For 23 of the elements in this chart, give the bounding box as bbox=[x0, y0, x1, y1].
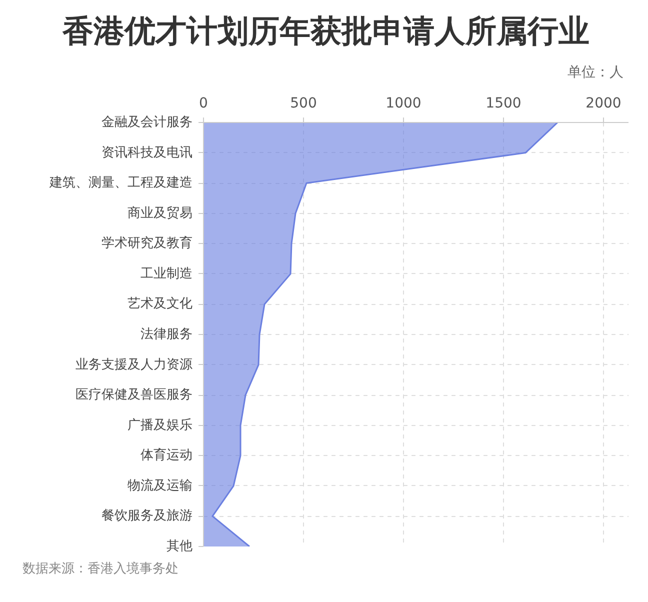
x-tick-label: 0 bbox=[199, 96, 208, 112]
y-tick-label: 工业制造 bbox=[140, 266, 192, 282]
y-tick-label: 其他 bbox=[166, 539, 192, 554]
y-tick-label: 金融及会计服务 bbox=[102, 115, 192, 130]
y-tick-label: 广播及娱乐 bbox=[128, 418, 192, 433]
y-tick-label: 物流及运输 bbox=[128, 477, 192, 494]
y-tick-label: 商业及贸易 bbox=[128, 206, 192, 221]
y-tick-label: 学术研究及教育 bbox=[102, 235, 192, 252]
x-tick-label: 2000 bbox=[586, 96, 622, 112]
y-tick-label: 医疗保健及兽医服务 bbox=[76, 388, 192, 403]
y-tick-label: 餐饮服务及旅游 bbox=[102, 508, 192, 524]
source-note: 数据来源：香港入境事务处 bbox=[22, 560, 178, 576]
y-tick-label: 资讯科技及电讯 bbox=[102, 145, 192, 160]
chart-title: 香港优才计划历年获批申请人所属行业 bbox=[62, 14, 590, 50]
x-axis-title: 单位：人 bbox=[568, 64, 624, 80]
x-tick-label: 500 bbox=[290, 96, 317, 112]
y-tick-label: 法律服务 bbox=[140, 327, 192, 342]
y-tick-label: 体育运动 bbox=[140, 447, 192, 464]
x-tick-label: 1000 bbox=[386, 96, 422, 112]
x-tick-label: 1500 bbox=[486, 96, 522, 112]
y-tick-label: 艺术及文化 bbox=[128, 296, 192, 312]
y-tick-label: 业务支援及人力资源 bbox=[76, 357, 192, 372]
y-tick-label: 建筑、测量、工程及建造 bbox=[48, 176, 192, 191]
